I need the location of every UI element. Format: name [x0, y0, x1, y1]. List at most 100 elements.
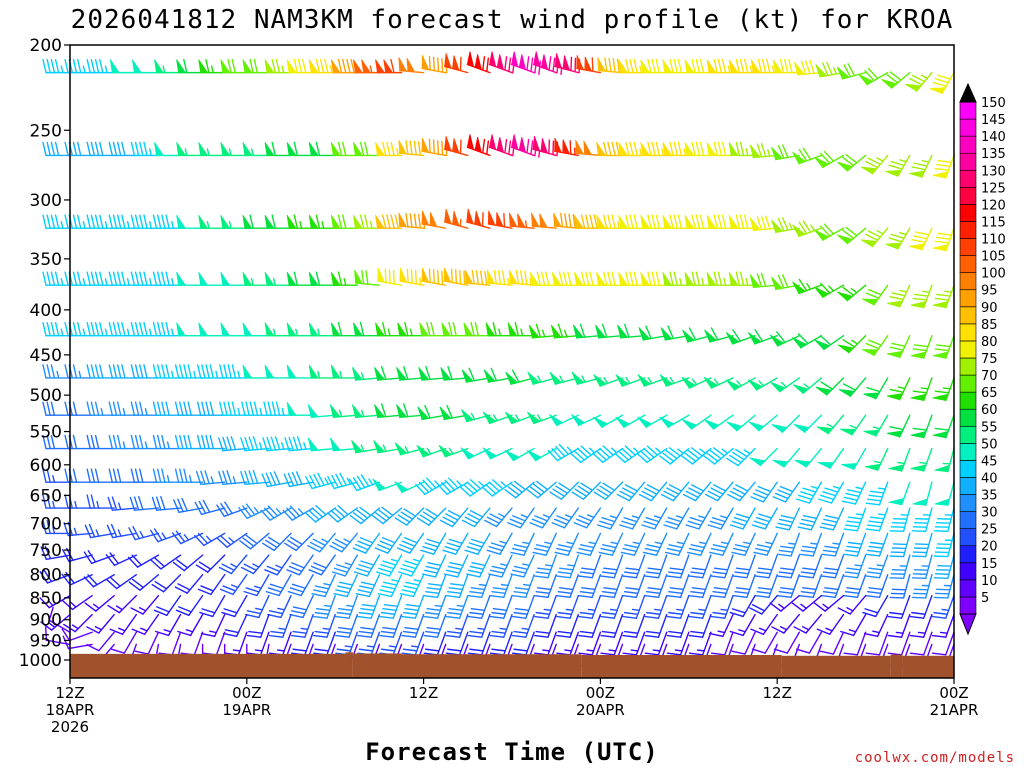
- wind-barb: [220, 142, 248, 157]
- wind-barb: [374, 403, 403, 419]
- wind-barb: [709, 532, 734, 556]
- wind-barb: [843, 631, 867, 656]
- wind-barb: [684, 214, 712, 229]
- wind-barb: [421, 267, 447, 286]
- wind-barb: [86, 364, 115, 379]
- wind-barb: [335, 594, 358, 619]
- wind-barb: [792, 147, 823, 165]
- wind-barb: [749, 447, 778, 467]
- wind-barb: [331, 554, 358, 577]
- wind-barb: [750, 481, 778, 503]
- wind-barb: [42, 401, 71, 416]
- wind-barb: [330, 214, 358, 229]
- wind-barb: [597, 507, 624, 530]
- wind-barb: [837, 335, 867, 354]
- wind-barb: [556, 594, 579, 619]
- wind-barb: [666, 574, 690, 598]
- wind-barb: [130, 401, 160, 416]
- wind-barb: [660, 481, 690, 502]
- colorbar-swatch: [959, 135, 977, 154]
- wind-barb: [375, 214, 403, 229]
- wind-barb: [617, 323, 646, 339]
- wind-barb: [703, 414, 734, 430]
- wind-barb: [838, 377, 867, 398]
- wind-barb: [42, 494, 71, 509]
- wind-barb: [64, 401, 93, 416]
- wind-barb: [792, 278, 823, 295]
- wind-barb: [63, 613, 93, 633]
- wind-barb: [749, 594, 778, 615]
- wind-barb: [841, 447, 867, 471]
- wind-barb: [666, 594, 690, 619]
- wind-barb: [551, 271, 579, 286]
- wind-barb: [681, 447, 712, 465]
- wind-barb: [330, 58, 360, 74]
- wind-barb: [263, 401, 292, 416]
- wind-barb: [793, 613, 823, 634]
- wind-barb: [799, 574, 823, 598]
- wind-barb: [287, 574, 314, 597]
- wind-barb: [355, 574, 381, 598]
- wind-barb: [726, 447, 756, 467]
- wind-barb: [286, 402, 314, 416]
- wind-barb: [308, 214, 336, 229]
- wind-barb: [593, 481, 624, 500]
- wind-barb: [640, 214, 668, 229]
- wind-barb: [729, 594, 756, 618]
- wind-barb: [911, 532, 933, 558]
- colorbar-swatch: [959, 169, 977, 188]
- wind-barb: [732, 554, 756, 579]
- wind-barb: [619, 507, 646, 530]
- wind-barb: [531, 212, 557, 229]
- wind-barb: [707, 507, 734, 530]
- wind-barb: [751, 507, 778, 530]
- wind-barb: [750, 613, 778, 635]
- wind-barb: [932, 154, 955, 179]
- wind-barb: [61, 594, 93, 611]
- wind-barb: [198, 271, 226, 286]
- wind-barb: [84, 594, 115, 612]
- wind-barb: [197, 574, 226, 596]
- wind-barb: [333, 574, 358, 598]
- wind-barb: [881, 71, 911, 89]
- wind-barb: [865, 481, 889, 506]
- wind-barb: [289, 594, 314, 619]
- wind-barb: [132, 59, 160, 74]
- wind-barb: [511, 613, 535, 638]
- wind-barb: [348, 474, 381, 492]
- wind-barb: [264, 214, 292, 229]
- colorbar-swatch: [959, 340, 977, 359]
- wind-barb: [487, 210, 513, 229]
- wind-barb: [242, 322, 270, 337]
- wind-barb: [886, 335, 911, 359]
- y-tick-label: 850: [30, 589, 62, 609]
- wind-barb: [110, 631, 138, 654]
- wind-barb: [731, 631, 756, 655]
- wind-barb: [131, 613, 160, 635]
- wind-barb: [620, 532, 646, 556]
- wind-barb: [578, 554, 602, 579]
- colorbar-swatch: [959, 101, 977, 120]
- wind-barb: [682, 481, 712, 502]
- colorbar-label: 130: [981, 164, 1006, 179]
- wind-barb: [153, 594, 182, 617]
- wind-barb: [777, 532, 800, 557]
- wind-barb: [177, 613, 204, 637]
- wind-barb: [220, 58, 248, 74]
- wind-barb: [911, 574, 933, 599]
- wind-barb: [578, 631, 602, 656]
- wind-barb: [511, 594, 535, 619]
- wind-barb: [772, 447, 800, 468]
- colorbar-swatch: [959, 204, 977, 222]
- wind-barb: [152, 401, 182, 416]
- terrain-segment: [70, 653, 346, 678]
- wind-barb: [885, 227, 911, 250]
- wind-barb: [149, 528, 182, 543]
- wind-barb: [463, 322, 491, 337]
- wind-barb: [863, 613, 889, 638]
- wind-barb: [423, 613, 447, 638]
- wind-barb: [130, 364, 160, 379]
- wind-barb: [445, 574, 469, 598]
- wind-barb: [459, 479, 491, 497]
- wind-barb: [753, 532, 778, 556]
